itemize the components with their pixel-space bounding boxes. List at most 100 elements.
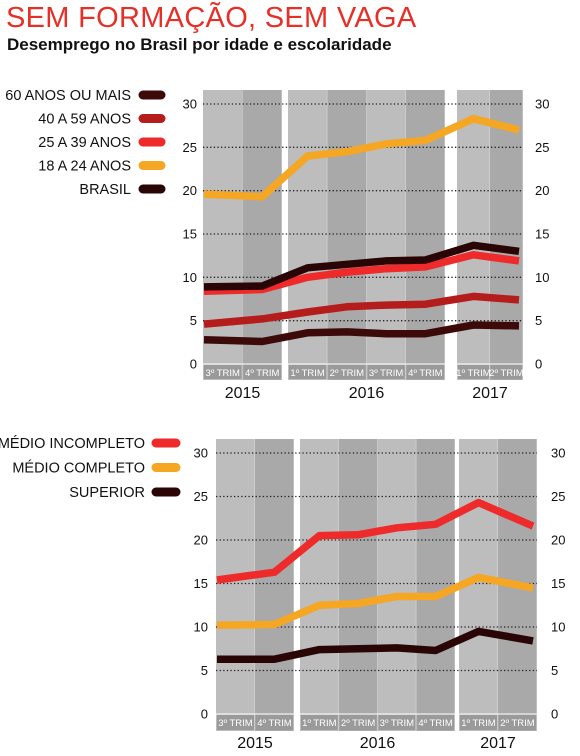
quarter-label-bg bbox=[378, 715, 416, 730]
y-tick-label-left: 15 bbox=[194, 576, 208, 591]
y-tick-label-left: 5 bbox=[190, 313, 197, 328]
y-tick-label-right: 15 bbox=[535, 227, 549, 242]
x-tick-label: 1º TRIM bbox=[461, 718, 496, 729]
y-tick-label-left: 20 bbox=[194, 533, 208, 548]
series-line-40-a-59-anos bbox=[203, 292, 520, 328]
legend-label: 60 ANOS OU MAIS bbox=[5, 88, 131, 104]
age-unemployment-chart: 0 0 5 5 10 10 15 15 20 20 25 25 30 30 3º TRIM 4º TRIM 1º… bbox=[5, 88, 550, 402]
y-tick-label-left: 30 bbox=[194, 446, 208, 461]
quarter-label-bg bbox=[499, 715, 536, 730]
y-axis-ticks: 0 0 5 5 10 10 15 15 20 20 25 25 30 30 bbox=[194, 446, 566, 722]
y-tick-label-left: 20 bbox=[183, 183, 197, 198]
x-tick-label: 4º TRIM bbox=[257, 718, 292, 729]
y-axis-ticks: 0 0 5 5 10 10 15 15 20 20 25 25 30 30 bbox=[183, 97, 550, 372]
quarter-label-bg bbox=[217, 715, 254, 730]
y-tick-label-left: 15 bbox=[183, 227, 197, 242]
legend-label: 40 A 59 ANOS bbox=[38, 112, 131, 128]
y-tick-label-right: 0 bbox=[551, 707, 558, 722]
quarter-band bbox=[377, 439, 417, 731]
quarter-label-bg bbox=[243, 365, 281, 379]
y-tick-label-right: 10 bbox=[535, 270, 549, 285]
quarter-label-bg bbox=[458, 365, 489, 379]
quarter-label-bg bbox=[328, 365, 366, 379]
y-tick-label-left: 0 bbox=[201, 707, 208, 722]
y-tick-label-right: 30 bbox=[551, 446, 565, 461]
year-label: 2016 bbox=[360, 735, 396, 752]
chart-subtitle: Desemprego no Brasil por idade e escolar… bbox=[7, 35, 392, 54]
x-tick-label: 2º TRIM bbox=[489, 368, 524, 379]
x-tick-label: 2º TRIM bbox=[341, 718, 376, 729]
x-tick-label: 1º TRIM bbox=[456, 368, 491, 379]
quarter-band bbox=[416, 439, 455, 731]
y-tick-label-left: 10 bbox=[183, 270, 197, 285]
y-tick-label-right: 0 bbox=[535, 357, 542, 372]
quarter-label-bg bbox=[491, 365, 522, 379]
legend-label: 18 A 24 ANOS bbox=[38, 159, 131, 175]
year-label: 2015 bbox=[225, 385, 261, 402]
x-tick-label: 2º TRIM bbox=[500, 718, 535, 729]
quarter-label-bg bbox=[301, 715, 338, 730]
y-tick-label-right: 30 bbox=[535, 97, 549, 112]
y-tick-label-left: 30 bbox=[183, 97, 197, 112]
legend-label: MÉDIO INCOMPLETO bbox=[0, 435, 145, 452]
quarter-label-bg bbox=[204, 365, 242, 379]
x-tick-label: 3º TRIM bbox=[369, 368, 404, 379]
x-tick-label: 3º TRIM bbox=[206, 368, 241, 379]
series-line-brasil bbox=[203, 241, 520, 291]
quarter-label-bg bbox=[417, 715, 454, 730]
year-label: 2017 bbox=[472, 385, 508, 402]
year-label: 2015 bbox=[237, 735, 273, 752]
series-line-m-dio-incompleto bbox=[216, 498, 535, 584]
quarter-band bbox=[242, 90, 282, 380]
series-lines bbox=[203, 114, 520, 346]
quarter-label-bg bbox=[406, 365, 444, 379]
x-tick-label: 4º TRIM bbox=[418, 718, 453, 729]
y-tick-label-left: 10 bbox=[194, 620, 208, 635]
x-tick-label: 3º TRIM bbox=[380, 718, 415, 729]
series-line-60-anos-ou-mais bbox=[203, 321, 520, 346]
legend-label: MÉDIO COMPLETO bbox=[12, 460, 145, 477]
quarter-label-bg bbox=[289, 365, 327, 379]
background-bands bbox=[216, 439, 538, 731]
y-tick-label-right: 5 bbox=[535, 313, 542, 328]
y-tick-label-left: 0 bbox=[190, 357, 197, 372]
y-tick-label-left: 25 bbox=[194, 489, 208, 504]
x-tick-label: 4º TRIM bbox=[408, 368, 443, 379]
x-axis-quarters: 3º TRIM 4º TRIM 1º TRIM 2º TRIM 3º TRIM 4º TR… bbox=[218, 718, 535, 729]
quarter-band bbox=[490, 90, 523, 380]
year-label: 2017 bbox=[480, 735, 516, 752]
quarter-band bbox=[216, 439, 255, 731]
quarter-label-bg bbox=[339, 715, 377, 730]
x-axis-years: 2015 2016 2017 bbox=[237, 735, 516, 752]
series-line-18-a-24-anos bbox=[203, 114, 520, 201]
y-tick-label-right: 15 bbox=[551, 576, 565, 591]
y-tick-label-right: 25 bbox=[551, 489, 565, 504]
y-tick-label-right: 5 bbox=[551, 663, 558, 678]
quarter-label-bg bbox=[367, 365, 405, 379]
y-tick-label-left: 25 bbox=[183, 140, 197, 155]
chart-title: SEM FORMAÇÃO, SEM VAGA bbox=[6, 2, 417, 34]
quarter-label-bg bbox=[460, 715, 497, 730]
quarter-band bbox=[255, 439, 294, 731]
y-tick-label-right: 20 bbox=[551, 533, 565, 548]
legend: 60 ANOS OU MAIS 40 A 59 ANOS 25 A 39 ANOS 1… bbox=[5, 88, 166, 198]
quarter-band bbox=[300, 439, 339, 731]
quarter-band bbox=[457, 90, 490, 380]
series-line-superior bbox=[217, 627, 534, 663]
x-tick-label: 2º TRIM bbox=[330, 368, 365, 379]
quarter-label-bg bbox=[256, 715, 293, 730]
legend: MÉDIO INCOMPLETO MÉDIO COMPLETO SUPERIOR bbox=[0, 435, 181, 501]
series-line-m-dio-completo bbox=[216, 573, 534, 630]
x-tick-label: 4º TRIM bbox=[245, 368, 280, 379]
y-tick-label-right: 10 bbox=[551, 620, 565, 635]
y-tick-label-left: 5 bbox=[201, 663, 208, 678]
series-lines bbox=[216, 498, 535, 663]
x-axis-quarters: 3º TRIM 4º TRIM 1º TRIM 2º TRIM 3º TRIM 4º TR… bbox=[206, 368, 524, 379]
quarter-band bbox=[203, 90, 243, 380]
gridlines bbox=[203, 103, 523, 365]
legend-label: SUPERIOR bbox=[69, 485, 145, 501]
x-tick-label: 3º TRIM bbox=[218, 718, 253, 729]
gridlines bbox=[216, 452, 537, 715]
legend-label: 25 A 39 ANOS bbox=[38, 135, 131, 151]
